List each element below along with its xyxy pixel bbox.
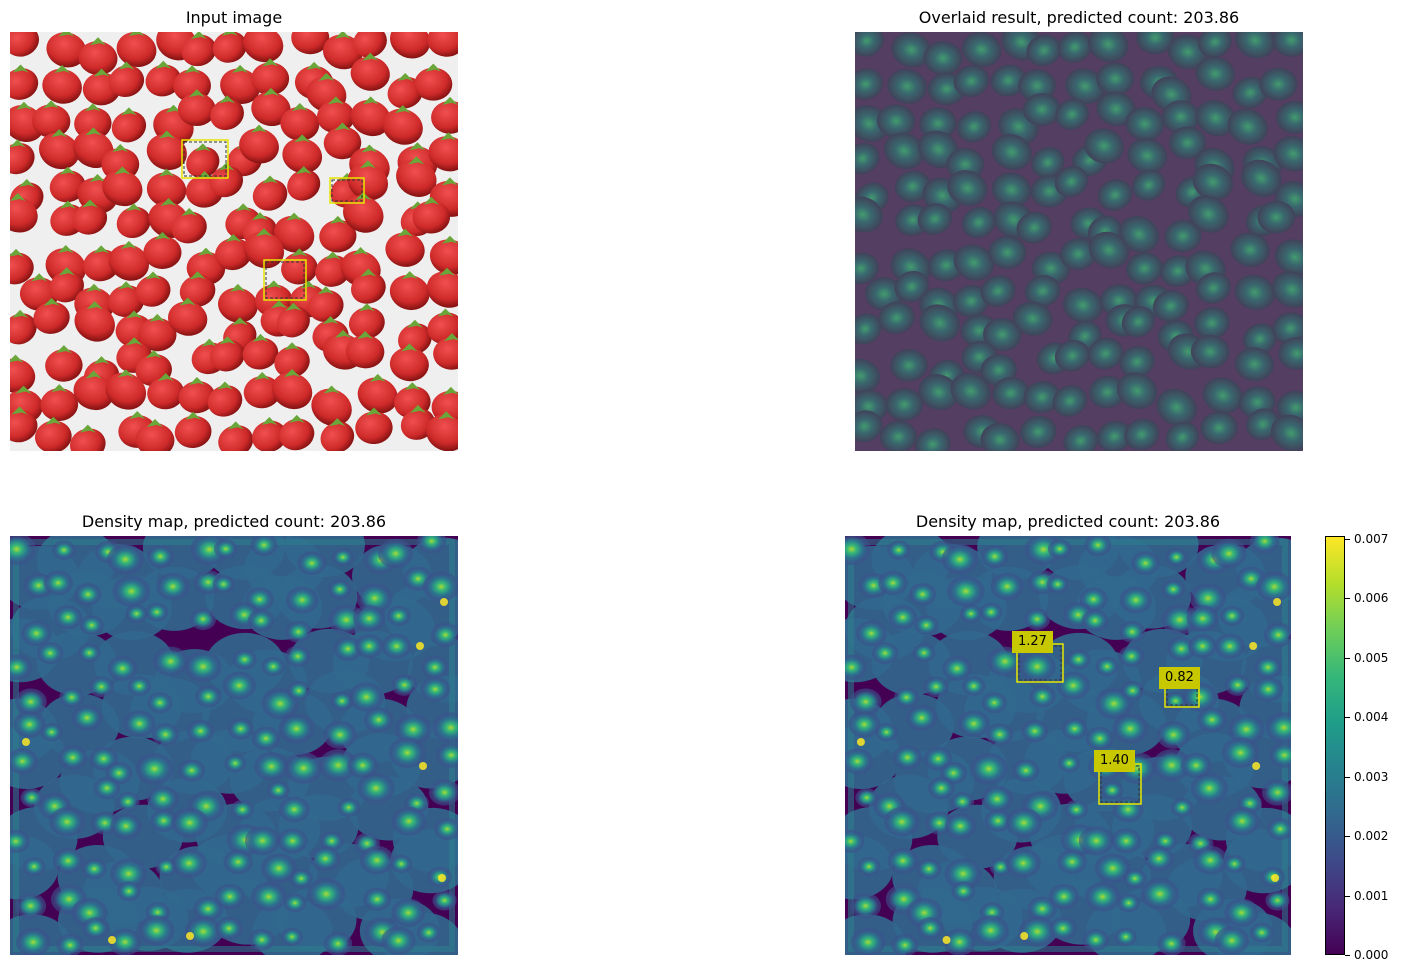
density-map-right-title: Density map, predicted count: 203.86 (915, 512, 1221, 531)
input-image-title: Input image (185, 8, 283, 27)
overlay-result-panel (855, 32, 1303, 451)
colorbar-tick-label: 0.001 (1354, 889, 1389, 903)
density-map-left-title: Density map, predicted count: 203.86 (81, 512, 387, 531)
colorbar-tick (1345, 955, 1350, 956)
colorbar-tick (1345, 717, 1350, 718)
colorbar-tick-label: 0.007 (1354, 532, 1389, 546)
colorbar (1325, 536, 1345, 955)
exemplar-count-label-2: 0.82 (1159, 667, 1200, 689)
density-map-right (845, 536, 1291, 955)
colorbar-tick-label: 0.006 (1354, 591, 1389, 605)
colorbar-tick (1345, 777, 1350, 778)
density-map-left (10, 536, 458, 955)
colorbar-tick-label: 0.003 (1354, 770, 1389, 784)
overlay-result-title: Overlaid result, predicted count: 203.86 (918, 8, 1240, 27)
overlay-image (855, 32, 1303, 451)
colorbar-tick (1345, 658, 1350, 659)
input-image-panel (10, 32, 458, 451)
colorbar-tick (1345, 539, 1350, 540)
colorbar-tick (1345, 836, 1350, 837)
colorbar-tick-label: 0.000 (1354, 948, 1389, 962)
input-image (10, 32, 458, 451)
colorbar-tick (1345, 896, 1350, 897)
exemplar-count-label-1: 1.27 (1012, 631, 1053, 653)
density-map-left-panel (10, 536, 458, 955)
colorbar-tick-label: 0.004 (1354, 710, 1389, 724)
colorbar-tick (1345, 598, 1350, 599)
colorbar-tick-label: 0.002 (1354, 829, 1389, 843)
colorbar-tick-label: 0.005 (1354, 651, 1389, 665)
density-map-right-panel (845, 536, 1291, 955)
exemplar-count-label-3: 1.40 (1094, 750, 1135, 772)
